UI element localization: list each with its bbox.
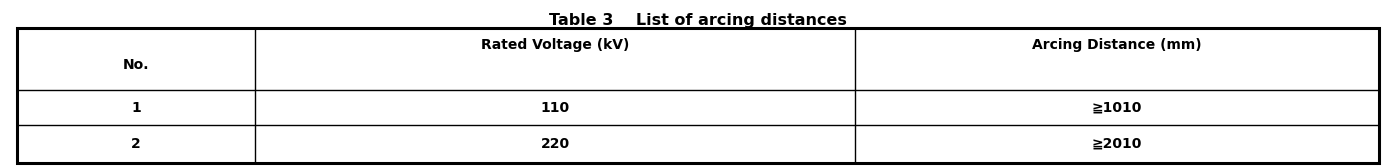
Bar	[17, 28, 1379, 163]
Text: 110: 110	[540, 101, 570, 115]
Text: ≧1010: ≧1010	[1092, 101, 1142, 115]
Text: Rated Voltage (kV): Rated Voltage (kV)	[480, 38, 630, 52]
Text: Table 3    List of arcing distances: Table 3 List of arcing distances	[549, 13, 847, 28]
Text: 1: 1	[131, 101, 141, 115]
Text: 220: 220	[540, 137, 570, 151]
Text: ≧2010: ≧2010	[1092, 137, 1142, 151]
Text: Arcing Distance (mm): Arcing Distance (mm)	[1032, 38, 1202, 52]
Text: 2: 2	[131, 137, 141, 151]
Text: No.: No.	[123, 58, 149, 72]
